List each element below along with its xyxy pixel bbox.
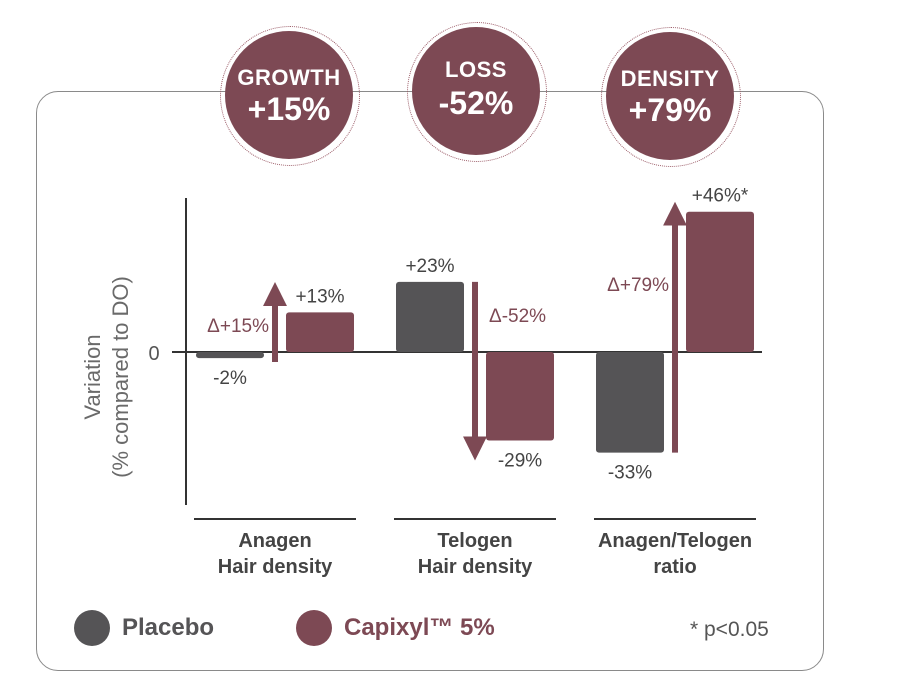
loss-badge-ring [407,22,547,162]
growth-badge-value: +15% [247,91,331,127]
bar-capixyl-2 [486,352,554,441]
bar-capixyl-3 [686,211,754,352]
density-badge: DENSITY +79% [606,32,734,160]
density-badge-label: DENSITY [620,66,720,91]
loss-badge-value: -52% [438,85,514,121]
category-label-3-line2: ratio [653,556,696,578]
growth-badge-label: GROWTH [237,65,341,90]
density-badge-value: +79% [628,92,712,128]
y-axis-label-line1: Variation [80,334,105,419]
category-label-1-line2: Hair density [218,556,333,578]
data-label-placebo-2: +23% [405,256,454,277]
y-axis-label-line2: (% compared to DO) [108,276,133,478]
bar-placebo-3 [596,352,664,453]
growth-badge: GROWTH +15% [225,31,353,159]
delta-label-3: Δ+79% [607,275,669,296]
loss-badge: LOSS -52% [412,27,540,155]
bar-placebo-1 [196,352,264,359]
category-label-3-line1: Anagen/Telogen [598,530,752,552]
zero-label: 0 [148,343,159,365]
data-label-placebo-1: -2% [213,368,247,389]
bar-capixyl-1 [286,312,354,352]
delta-label-2: Δ-52% [489,306,546,327]
data-label-capixyl-1: +13% [295,286,344,307]
footnote: * p<0.05 [690,618,769,641]
data-label-capixyl-2: -29% [498,450,542,471]
legend-capixyl-swatch [296,610,332,646]
bar-placebo-2 [396,281,464,352]
growth-badge-ring [220,26,360,166]
legend-capixyl: Capixyl™ 5% [296,610,495,646]
loss-badge-label: LOSS [445,57,507,82]
data-label-capixyl-3: +46%* [692,186,749,207]
legend-placebo: Placebo [74,610,214,646]
density-badge-ring [601,27,741,167]
category-label-1-line1: Anagen [238,530,311,552]
data-label-placebo-3: -33% [608,463,652,484]
delta-label-1: Δ+15% [207,316,269,337]
legend-placebo-label: Placebo [122,614,215,641]
legend-placebo-swatch [74,610,110,646]
category-label-2-line1: Telogen [437,530,512,552]
category-label-2-line2: Hair density [418,556,533,578]
legend-capixyl-label: Capixyl™ 5% [344,614,495,641]
